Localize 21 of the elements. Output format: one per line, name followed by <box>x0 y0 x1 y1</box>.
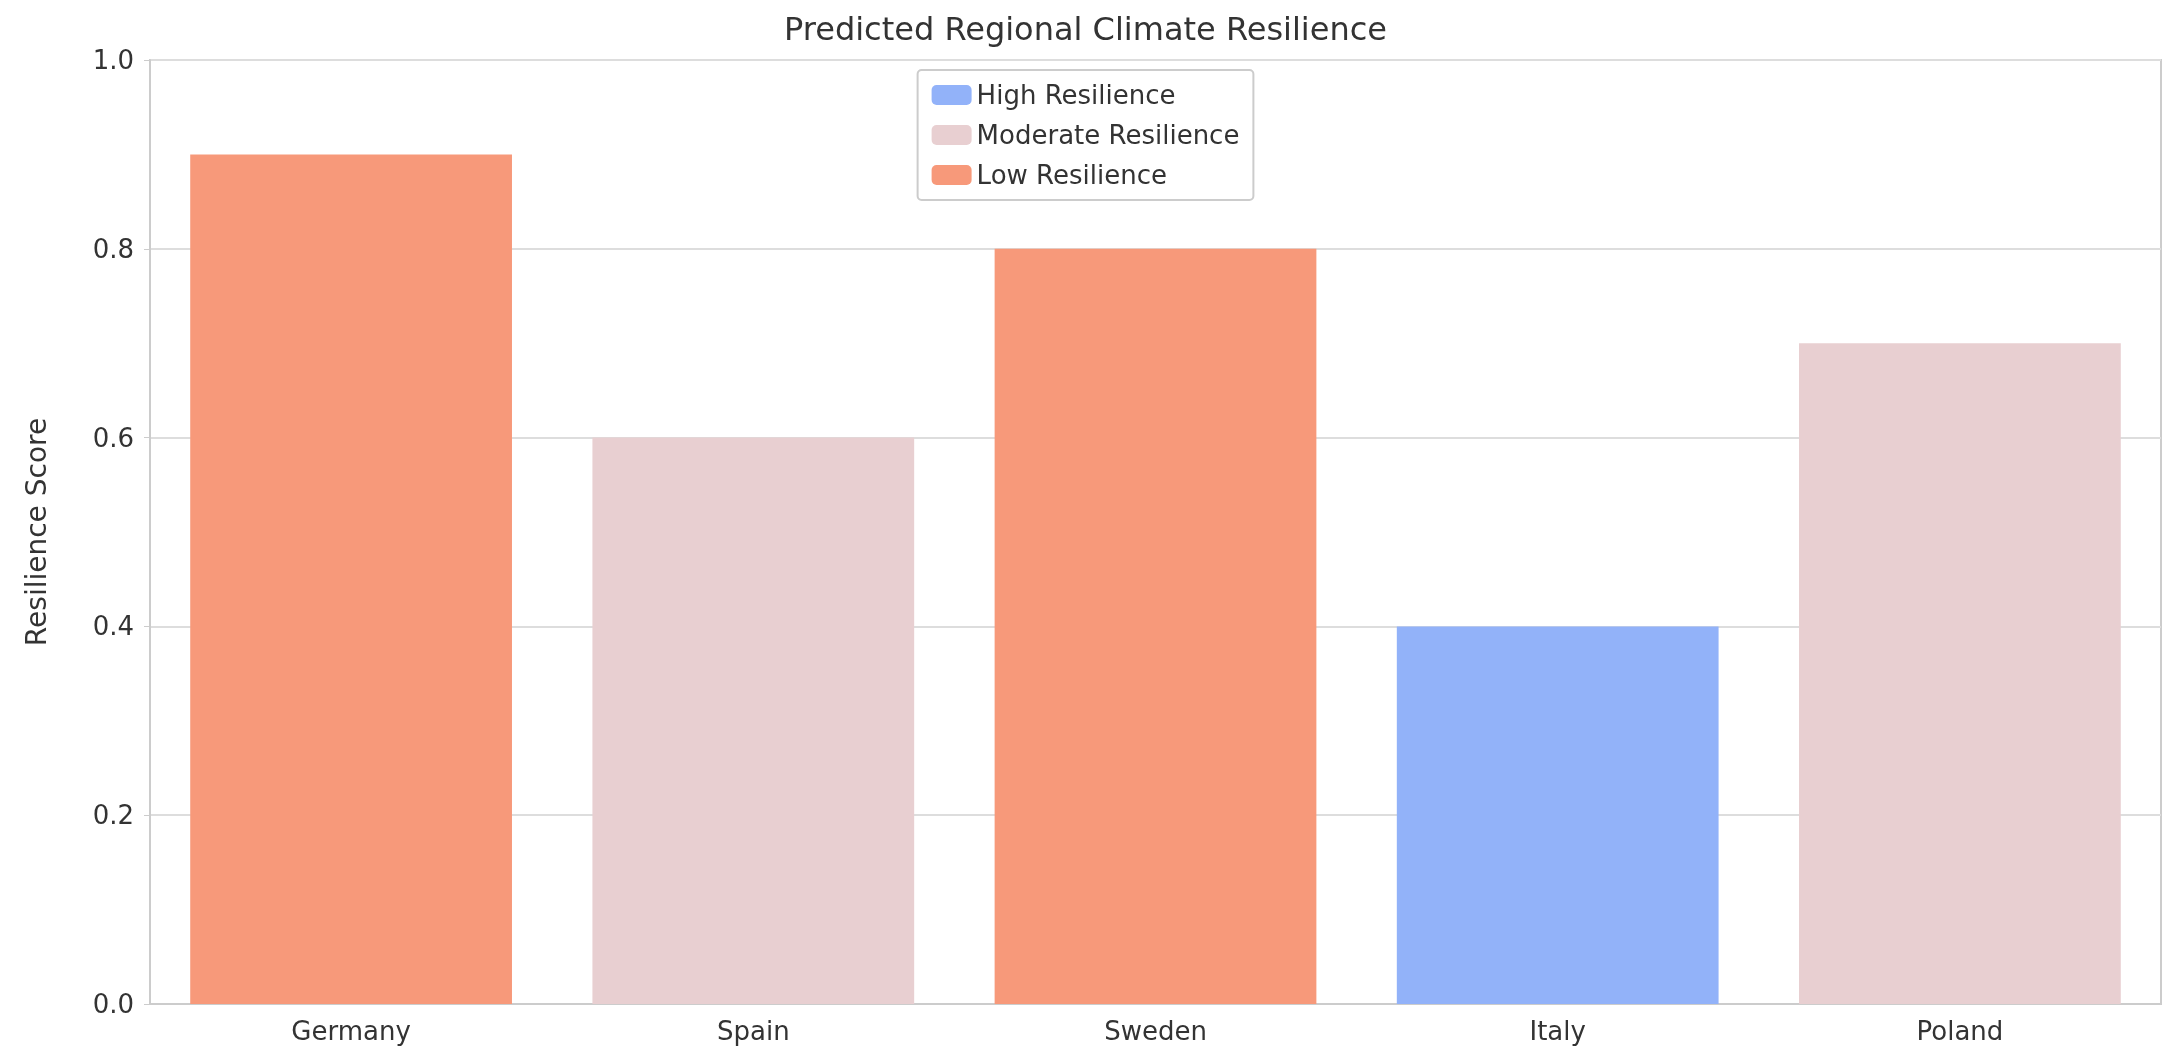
y-tick-label: 0.2 <box>92 800 134 831</box>
legend-label: Moderate Resilience <box>976 120 1240 150</box>
y-tick-label: 1.0 <box>92 45 134 75</box>
x-tick-label: Spain <box>716 1016 790 1046</box>
y-tick-label: 0.4 <box>92 611 134 642</box>
y-tick-label: 0.6 <box>92 422 134 453</box>
x-tick-label: Germany <box>291 1016 411 1046</box>
y-axis-title: Resilience Score <box>19 417 53 647</box>
x-tick-label: Sweden <box>1104 1016 1207 1046</box>
x-tick-label: Poland <box>1916 1016 2004 1046</box>
chart-title: Predicted Regional Climate Resilience <box>784 10 1387 48</box>
bar <box>592 437 915 1004</box>
legend-label: Low Resilience <box>976 160 1167 190</box>
bar <box>994 248 1317 1004</box>
y-tick-label: 0.0 <box>92 989 134 1019</box>
bar <box>190 154 512 1004</box>
legend-label: High Resilience <box>976 80 1176 110</box>
x-tick-label: Italy <box>1529 1016 1586 1046</box>
bar <box>1799 343 2121 1004</box>
y-tick-label: 0.8 <box>92 233 134 264</box>
bar <box>1396 626 1719 1004</box>
